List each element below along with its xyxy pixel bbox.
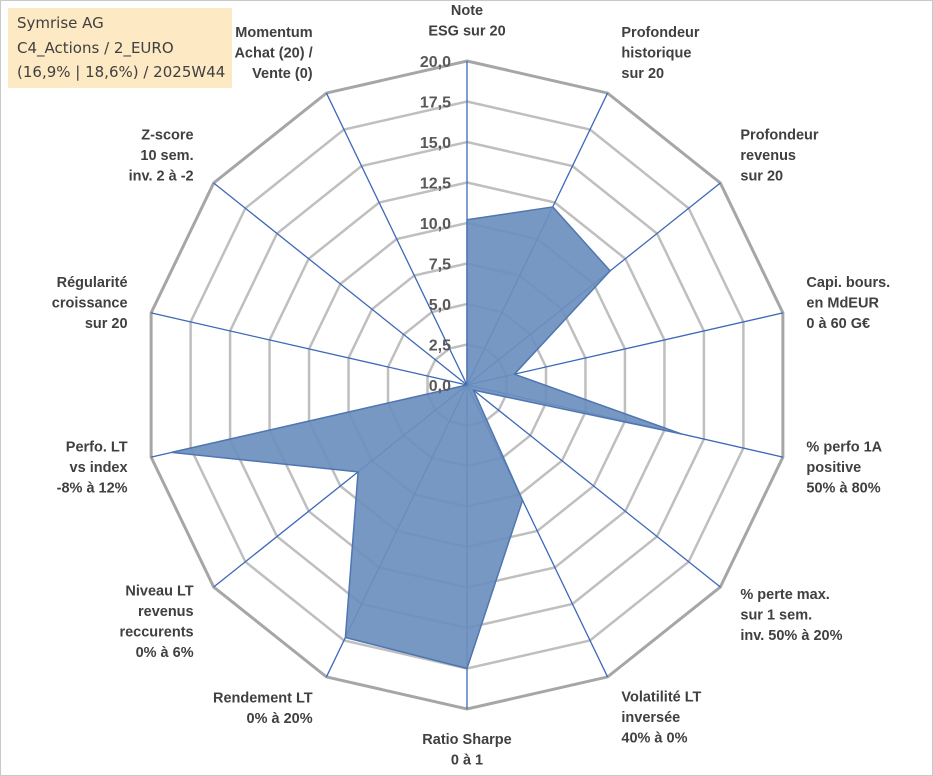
tick-label: 7,5	[429, 257, 451, 274]
axis-labels: Note ESG sur 20 Profondeur historique sur 20…	[52, 3, 890, 769]
axis-label: Capi. bours. en MdEUR 0 à 60 G€	[806, 275, 890, 332]
radial-tick-labels: 0,0 2,5 5,0 7,5 10,0 12,5 15,0 17,5 20,0	[420, 54, 451, 395]
radar-data-area	[170, 206, 683, 670]
axis-label: Perfo. LT vs index -8% à 12%	[57, 439, 128, 496]
period-info: (16,9% | 18,6%) / 2025W44	[17, 63, 226, 81]
company-name: Symrise AG	[17, 14, 104, 32]
tick-label: 5,0	[429, 297, 451, 314]
axis-spoke	[213, 182, 468, 386]
tick-label: 20,0	[420, 54, 451, 71]
axis-label: Profondeur revenus sur 20	[740, 127, 818, 184]
axis-spoke	[325, 92, 468, 386]
axis-label: Volatilité LT inversée 40% à 0%	[621, 689, 701, 746]
axis-label: Profondeur historique sur 20	[621, 25, 699, 82]
tick-label: 15,0	[420, 135, 451, 152]
tick-label: 0,0	[429, 378, 451, 395]
axis-spoke	[466, 384, 721, 588]
portfolio-name: C4_Actions / 2_EURO	[17, 38, 174, 57]
tick-label: 2,5	[429, 338, 451, 355]
axis-label: Z-score 10 sem. inv. 2 à -2	[129, 127, 194, 184]
series-area	[170, 206, 683, 670]
axis-spoke	[150, 312, 468, 386]
axis-spoke	[466, 312, 784, 386]
axis-label: Niveau LT revenus reccurents 0% à 6%	[119, 583, 193, 661]
axis-label: Ratio Sharpe 0 à 1	[422, 732, 511, 769]
axis-label: % perte max. sur 1 sem. inv. 50% à 20%	[740, 587, 842, 644]
axis-label: % perfo 1A positive 50% à 80%	[806, 439, 882, 496]
info-box: Symrise AG C4_Actions / 2_EURO (16,9% | …	[8, 8, 232, 88]
axis-label: Régularité croissance sur 20	[52, 275, 128, 332]
tick-label: 17,5	[420, 95, 451, 112]
axis-label: Note ESG sur 20	[428, 3, 505, 40]
axis-label: Momentum Achat (20) / Vente (0)	[234, 25, 312, 82]
axis-label: Rendement LT 0% à 20%	[213, 690, 313, 727]
tick-label: 10,0	[420, 216, 451, 233]
tick-label: 12,5	[420, 176, 451, 193]
